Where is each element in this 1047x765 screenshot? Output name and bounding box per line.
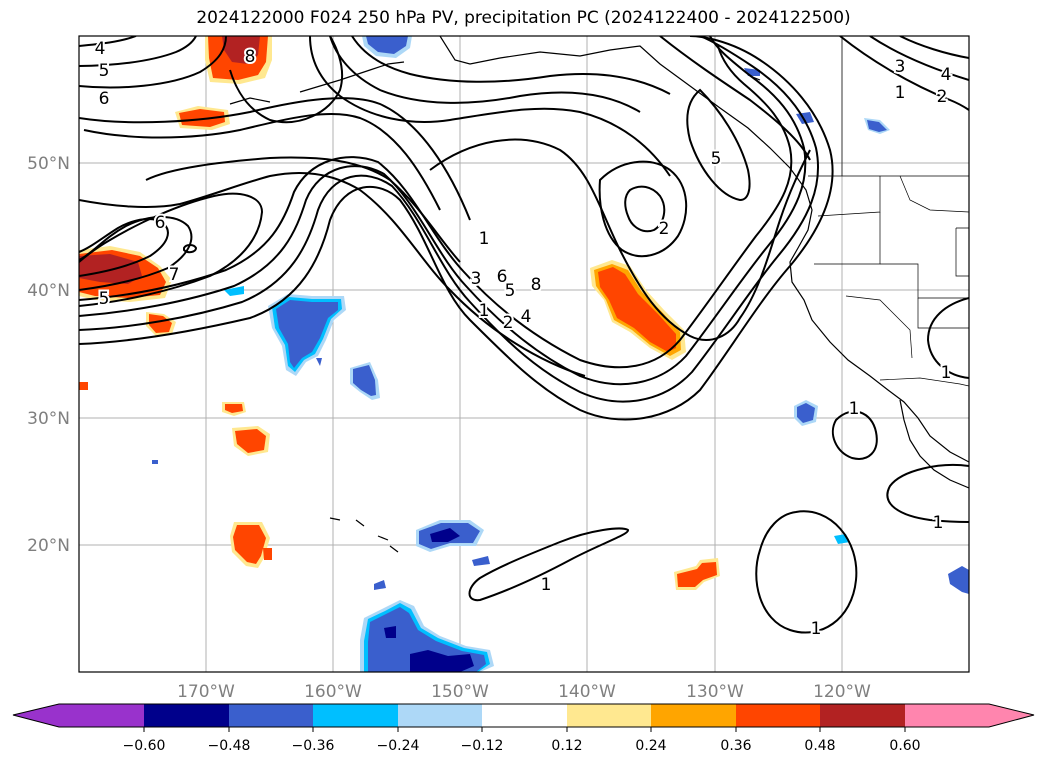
contour-label: 5 (99, 61, 110, 81)
contour-label: 8 (245, 47, 256, 67)
colorbar-tick-label: 0.48 (804, 738, 835, 754)
contour-label: 5 (99, 289, 110, 309)
map-frame (78, 35, 970, 673)
contour-label: 2 (503, 313, 514, 333)
colorbar-tick-label: 0.24 (635, 738, 666, 754)
colorbar-segment (736, 704, 820, 727)
map-title: 2024122000 F024 250 hPa PV, precipitatio… (196, 8, 851, 28)
contour-label: 7 (169, 265, 180, 285)
lon-label-160w: 160°W (304, 682, 362, 702)
colorbar-segment (59, 704, 144, 727)
contour-label: 5 (505, 281, 516, 301)
colorbar-tick-label: −0.12 (461, 738, 504, 754)
colorbar-segment (651, 704, 736, 727)
colorbar-segment (313, 704, 398, 727)
positive-precip-anomalies (79, 36, 720, 590)
lon-labels: 170°W 160°W 150°W 140°W 130°W 120°W (177, 682, 871, 702)
contour-labels: 4 5 6 8 6 7 5 2 1 3 6 5 4 8 1 2 1 2 4 3 … (93, 37, 954, 641)
borders (808, 36, 969, 387)
contour-label: 3 (895, 57, 906, 77)
contour-label: 2 (659, 219, 670, 239)
colorbar-tick-label: 0.36 (720, 738, 751, 754)
colorbar-extend-high (989, 704, 1034, 727)
contour-label: 1 (849, 399, 860, 419)
contour-label: 8 (531, 275, 542, 295)
contour-label: 4 (521, 307, 532, 327)
contour-label: 1 (541, 575, 552, 595)
colorbar: −0.60 −0.48 −0.36 −0.24 −0.12 0.12 0.24 … (12, 703, 1035, 754)
lat-labels: 50°N 40°N 30°N 20°N (27, 154, 70, 556)
colorbar-tick-label: 0.60 (889, 738, 920, 754)
colorbar-segment (482, 704, 567, 727)
map-area: 4 5 6 8 6 7 5 2 1 3 6 5 4 8 1 2 1 2 4 3 … (79, 36, 969, 672)
lon-label-140w: 140°W (558, 682, 616, 702)
contour-label: 5 (711, 149, 722, 169)
contour-label: 1 (895, 83, 906, 103)
colorbar-segment (144, 704, 229, 727)
lon-label-170w: 170°W (177, 682, 235, 702)
lat-label-20n: 20°N (27, 536, 70, 556)
contour-label: 4 (941, 65, 952, 85)
lat-label-50n: 50°N (27, 154, 70, 174)
contour-label: 6 (155, 213, 166, 233)
pv-contours (79, 36, 969, 634)
colorbar-tick-label: −0.48 (208, 738, 251, 754)
colorbar-outline (12, 703, 1035, 728)
colorbar-tick-label: −0.60 (123, 738, 166, 754)
lon-label-130w: 130°W (686, 682, 744, 702)
contour-label: 6 (99, 89, 110, 109)
coastlines (229, 36, 969, 553)
lon-label-150w: 150°W (431, 682, 489, 702)
lon-label-120w: 120°W (813, 682, 871, 702)
colorbar-tick-label: −0.24 (377, 738, 420, 754)
contour-label: 1 (811, 619, 822, 639)
contour-label: 1 (479, 229, 490, 249)
contour-label: 1 (941, 363, 952, 383)
contour-label: 4 (95, 39, 106, 59)
colorbar-segment (567, 704, 651, 727)
contour-label: 2 (937, 87, 948, 107)
colorbar-segment (820, 704, 905, 727)
contour-label: 3 (471, 269, 482, 289)
colorbar-tick-label: −0.36 (292, 738, 335, 754)
colorbar-segment (398, 704, 482, 727)
contour-label: 6 (497, 267, 508, 287)
contour-label: 1 (933, 513, 944, 533)
lat-label-40n: 40°N (27, 281, 70, 301)
colorbar-segment (229, 704, 313, 727)
lat-label-30n: 30°N (27, 409, 70, 429)
contour-label: 1 (479, 301, 490, 321)
negative-precip-anomalies (152, 36, 969, 672)
colorbar-tick-label: 0.12 (551, 738, 582, 754)
colorbar-segment (905, 704, 989, 727)
colorbar-extend-low (13, 704, 59, 727)
